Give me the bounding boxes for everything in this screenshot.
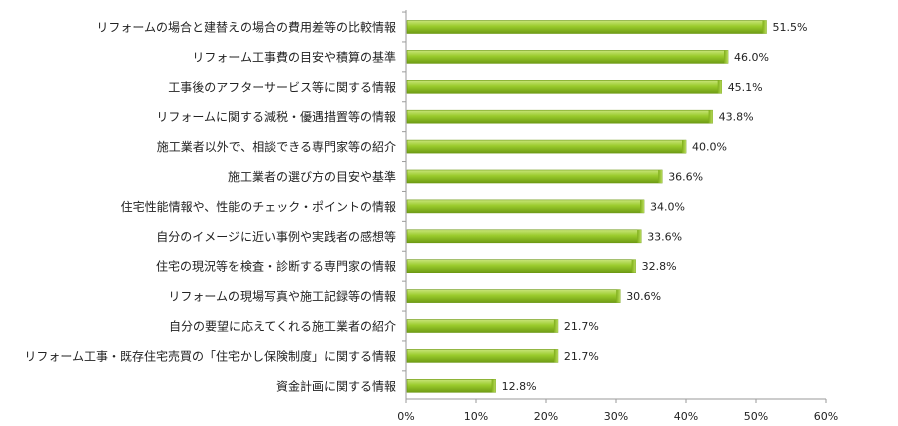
value-label: 33.6% xyxy=(647,230,682,243)
value-label: 51.5% xyxy=(773,21,808,34)
category-label: リフォーム工事費の目安や積算の基準 xyxy=(192,49,396,64)
bar-end-cap xyxy=(658,170,663,183)
bar xyxy=(406,289,621,303)
axis-layer: 0% 10% 20% 30% 40% 50% 60% xyxy=(397,10,838,423)
bar-end-cap xyxy=(640,199,644,213)
bars-layer xyxy=(406,20,767,393)
category-label: 資金計画に関する情報 xyxy=(276,378,396,393)
bar-end-cap xyxy=(553,349,558,363)
value-label: 30.6% xyxy=(626,290,661,303)
category-label: リフォームの場合と建替えの場合の費用差等の比較情報 xyxy=(96,20,396,35)
bar-end-cap xyxy=(762,20,767,34)
value-label: 12.8% xyxy=(502,380,537,393)
bar-end-cap xyxy=(491,379,496,393)
value-label: 34.0% xyxy=(650,200,685,213)
labels-layer: リフォームの場合と建替えの場合の費用差等の比較情報 51.5% リフォーム工事費の目… xyxy=(24,20,807,394)
category-label: リフォームの現場写真や施工記録等の情報 xyxy=(168,289,396,304)
bar-end-cap xyxy=(682,140,686,154)
bar-end-cap xyxy=(631,259,636,273)
x-tick-label: 40% xyxy=(674,410,698,423)
bar xyxy=(406,50,729,64)
bar xyxy=(406,139,687,154)
category-label: 自分のイメージに近い事例や実践者の感想等 xyxy=(156,229,396,244)
category-label: 住宅性能情報や、性能のチェック・ポイントの情報 xyxy=(121,199,396,214)
x-tick-label: 0% xyxy=(397,410,414,423)
value-label: 21.7% xyxy=(564,320,599,333)
bar xyxy=(406,229,642,244)
bar xyxy=(406,319,559,333)
category-label: リフォーム工事・既存住宅売買の「住宅かし保険制度」に関する情報 xyxy=(24,348,396,363)
bar xyxy=(406,199,645,214)
value-label: 36.6% xyxy=(668,171,703,184)
value-label: 46.0% xyxy=(734,51,769,64)
category-label: 工事後のアフターサービス等に関する情報 xyxy=(168,80,396,94)
category-label: 住宅の現況等を検査・診断する専門家の情報 xyxy=(156,259,396,274)
bar-end-cap xyxy=(616,289,621,303)
value-label: 21.7% xyxy=(564,350,599,363)
bar xyxy=(406,259,636,274)
bar-end-cap xyxy=(717,80,722,94)
value-label: 43.8% xyxy=(719,111,754,124)
x-tick-label: 10% xyxy=(464,410,488,423)
value-label: 32.8% xyxy=(642,260,677,273)
x-tick-label: 50% xyxy=(744,410,768,423)
category-label: リフォームに関する減税・優遇措置等の情報 xyxy=(156,109,396,124)
bar xyxy=(406,169,663,184)
bar xyxy=(406,378,496,393)
bar-end-cap xyxy=(708,110,713,124)
bar xyxy=(406,109,713,124)
bar-end-cap xyxy=(553,319,558,333)
value-label: 40.0% xyxy=(692,141,727,154)
bar-end-cap xyxy=(637,229,642,243)
x-tick-label: 60% xyxy=(814,410,838,423)
value-label: 45.1% xyxy=(728,81,763,94)
category-label: 自分の要望に応えてくれる施工業者の紹介 xyxy=(169,320,396,334)
category-label: 施工業者以外で、相談できる専門家等の紹介 xyxy=(157,139,396,154)
bar xyxy=(406,20,767,34)
bar-end-cap xyxy=(724,50,728,64)
x-tick-label: 20% xyxy=(534,410,558,423)
category-label: 施工業者の選び方の目安や基準 xyxy=(228,169,396,184)
bar xyxy=(406,349,559,363)
x-tick-label: 30% xyxy=(604,410,628,423)
bar xyxy=(406,80,723,94)
